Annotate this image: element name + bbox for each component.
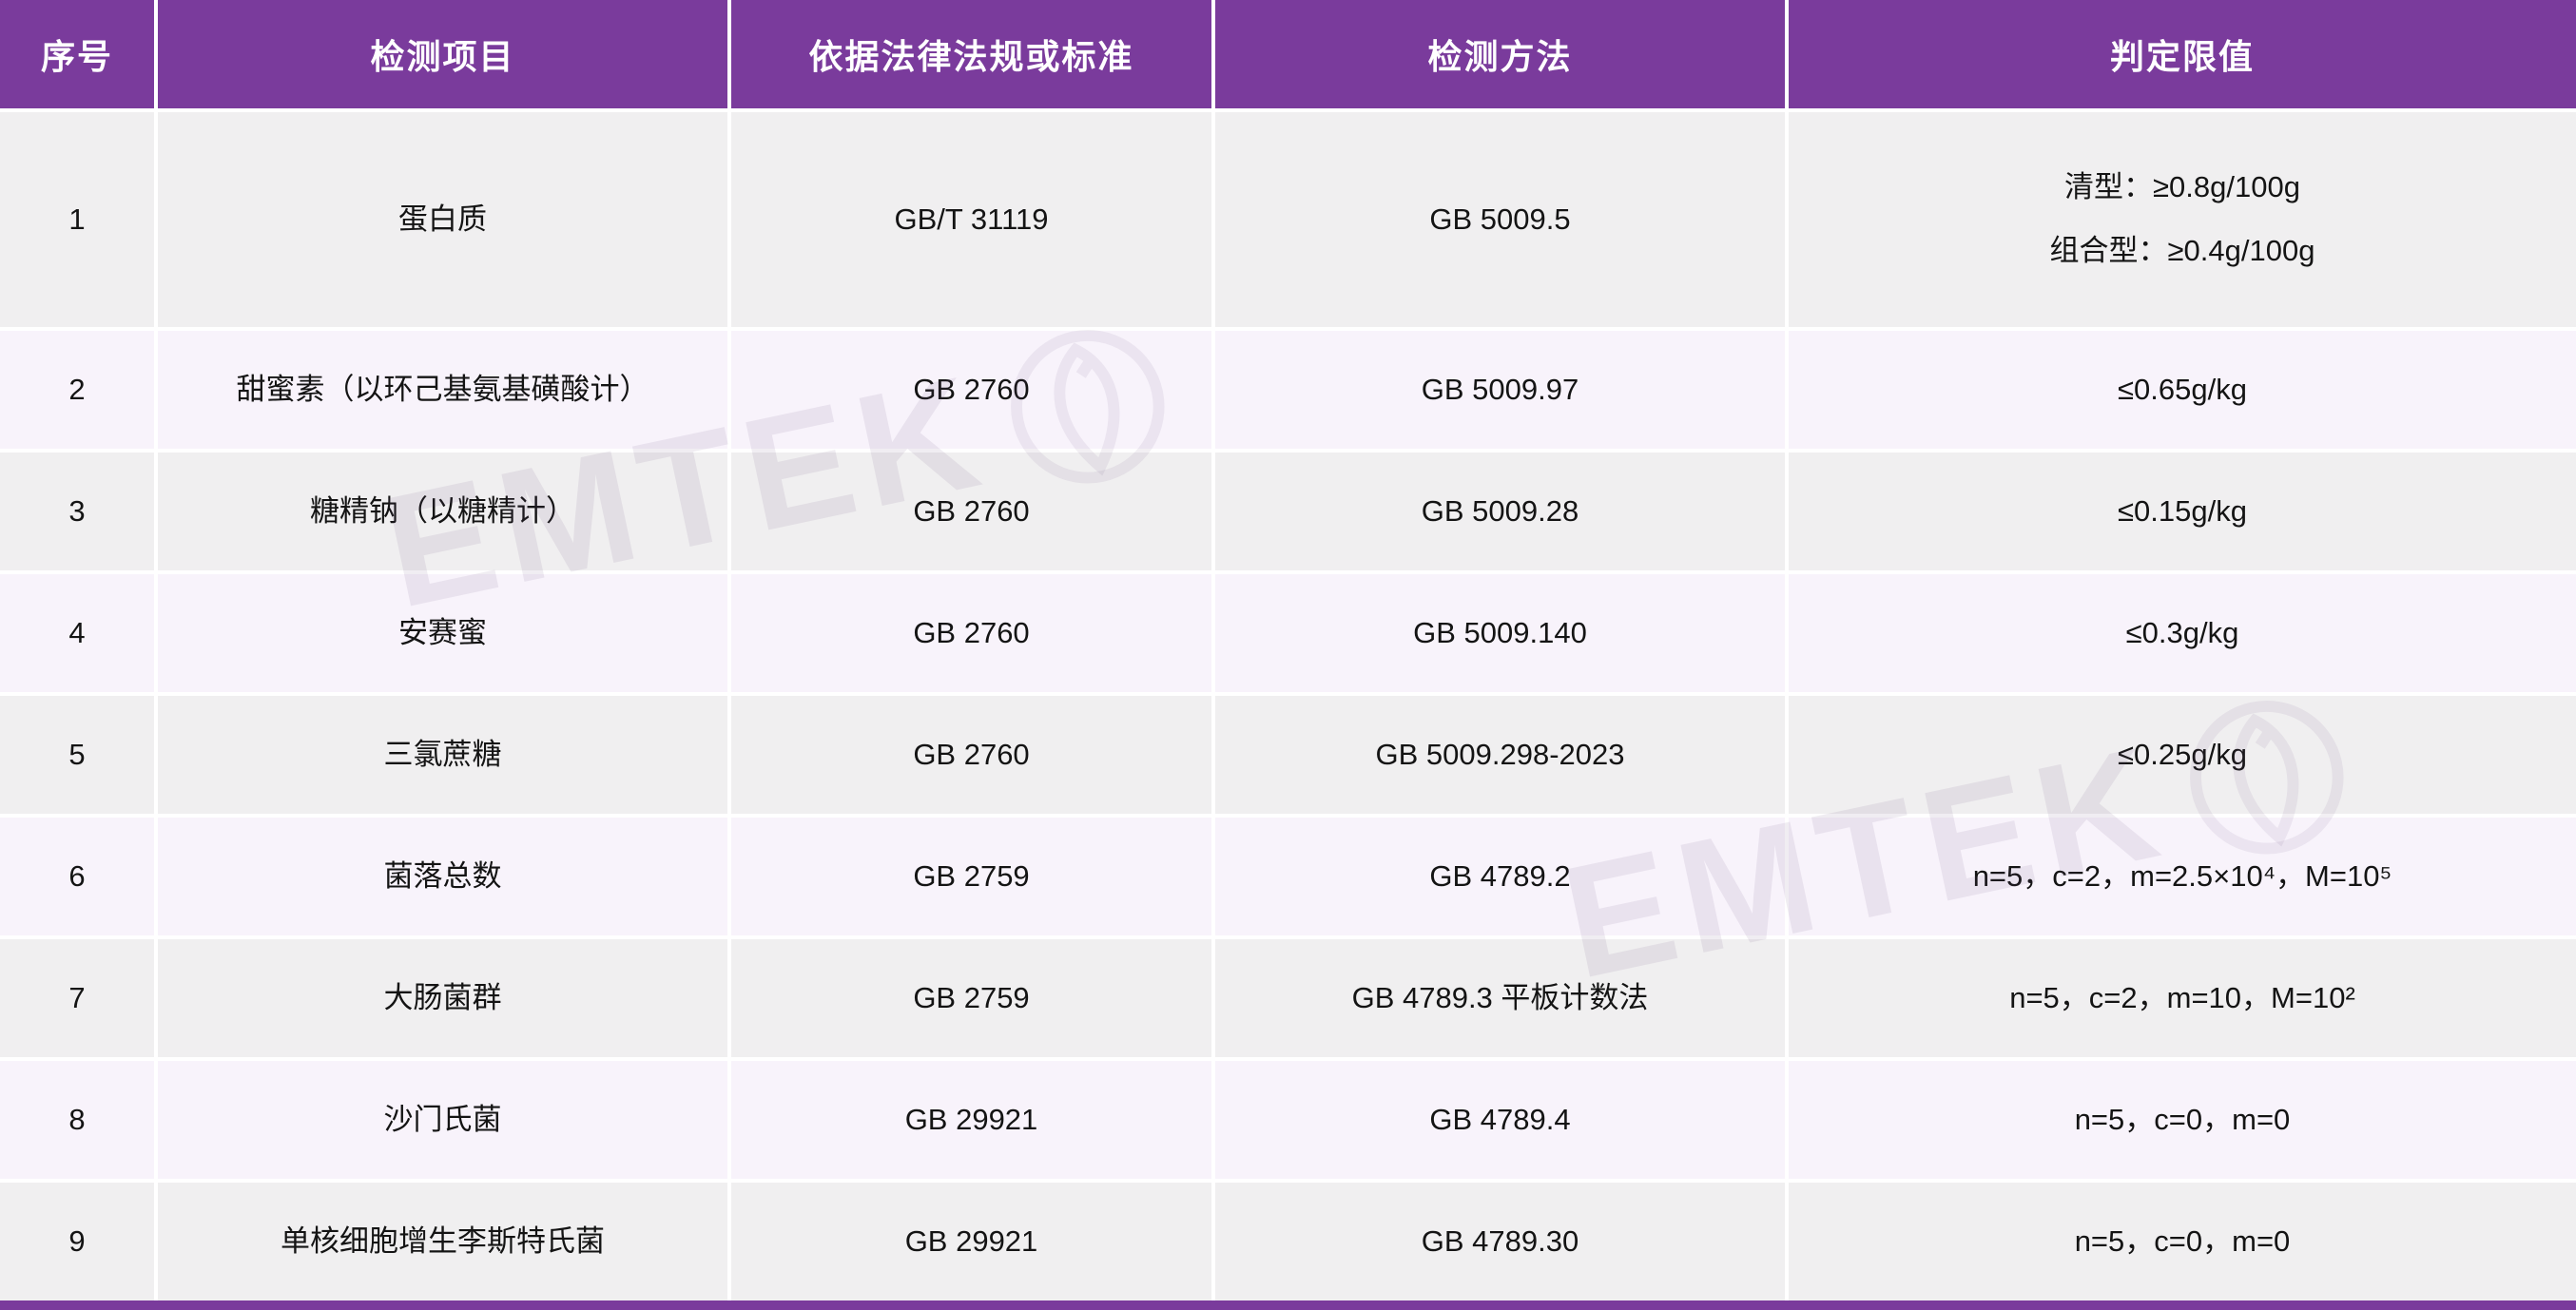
cell-item-row-5: 三氯蔗糖 bbox=[158, 696, 727, 814]
cell-standard-row-2: GB 2760 bbox=[731, 331, 1211, 449]
cell-method-row-6: GB 4789.2 bbox=[1215, 818, 1785, 935]
cell-limit-row-5: ≤0.25g/kg bbox=[1789, 696, 2576, 814]
cell-standard-row-9: GB 29921 bbox=[731, 1183, 1211, 1300]
column-header-standard: 依据法律法规或标准 bbox=[731, 0, 1211, 108]
cell-limit-row-3: ≤0.15g/kg bbox=[1789, 453, 2576, 570]
column-header-no: 序号 bbox=[0, 0, 154, 108]
cell-limit-row-2: ≤0.65g/kg bbox=[1789, 331, 2576, 449]
cell-item-row-3: 糖精钠（以糖精计） bbox=[158, 453, 727, 570]
cell-standard-row-3: GB 2760 bbox=[731, 453, 1211, 570]
cell-limit-row-4: ≤0.3g/kg bbox=[1789, 574, 2576, 692]
cell-no-row-7: 7 bbox=[0, 939, 154, 1057]
cell-item-row-7: 大肠菌群 bbox=[158, 939, 727, 1057]
column-header-method: 检测方法 bbox=[1215, 0, 1785, 108]
cell-limit-row-1: 清型：≥0.8g/100g 组合型：≥0.4g/100g bbox=[1789, 112, 2576, 327]
cell-no-row-2: 2 bbox=[0, 331, 154, 449]
column-header-item: 检测项目 bbox=[158, 0, 727, 108]
cell-no-row-1: 1 bbox=[0, 112, 154, 327]
cell-standard-row-4: GB 2760 bbox=[731, 574, 1211, 692]
cell-standard-row-1: GB/T 31119 bbox=[731, 112, 1211, 327]
cell-no-row-6: 6 bbox=[0, 818, 154, 935]
cell-standard-row-5: GB 2760 bbox=[731, 696, 1211, 814]
cell-item-row-6: 菌落总数 bbox=[158, 818, 727, 935]
cell-standard-row-7: GB 2759 bbox=[731, 939, 1211, 1057]
cell-item-row-2: 甜蜜素（以环己基氨基磺酸计） bbox=[158, 331, 727, 449]
cell-standard-row-6: GB 2759 bbox=[731, 818, 1211, 935]
cell-no-row-4: 4 bbox=[0, 574, 154, 692]
cell-item-row-1: 蛋白质 bbox=[158, 112, 727, 327]
table-footer-strip bbox=[0, 1300, 2576, 1310]
cell-method-row-3: GB 5009.28 bbox=[1215, 453, 1785, 570]
cell-method-row-5: GB 5009.298-2023 bbox=[1215, 696, 1785, 814]
cell-no-row-8: 8 bbox=[0, 1061, 154, 1179]
cell-no-row-3: 3 bbox=[0, 453, 154, 570]
cell-method-row-2: GB 5009.97 bbox=[1215, 331, 1785, 449]
cell-item-row-4: 安赛蜜 bbox=[158, 574, 727, 692]
cell-limit-row-8: n=5，c=0，m=0 bbox=[1789, 1061, 2576, 1179]
cell-no-row-5: 5 bbox=[0, 696, 154, 814]
cell-limit-row-6: n=5，c=2，m=2.5×10⁴，M=10⁵ bbox=[1789, 818, 2576, 935]
cell-method-row-4: GB 5009.140 bbox=[1215, 574, 1785, 692]
cell-method-row-1: GB 5009.5 bbox=[1215, 112, 1785, 327]
cell-item-row-8: 沙门氏菌 bbox=[158, 1061, 727, 1179]
cell-standard-row-8: GB 29921 bbox=[731, 1061, 1211, 1179]
cell-item-row-9: 单核细胞增生李斯特氏菌 bbox=[158, 1183, 727, 1300]
cell-method-row-9: GB 4789.30 bbox=[1215, 1183, 1785, 1300]
cell-method-row-7: GB 4789.3 平板计数法 bbox=[1215, 939, 1785, 1057]
cell-limit-row-9: n=5，c=0，m=0 bbox=[1789, 1183, 2576, 1300]
cell-method-row-8: GB 4789.4 bbox=[1215, 1061, 1785, 1179]
column-header-limit: 判定限值 bbox=[1789, 0, 2576, 108]
cell-limit-row-7: n=5，c=2，m=10，M=10² bbox=[1789, 939, 2576, 1057]
cell-no-row-9: 9 bbox=[0, 1183, 154, 1300]
